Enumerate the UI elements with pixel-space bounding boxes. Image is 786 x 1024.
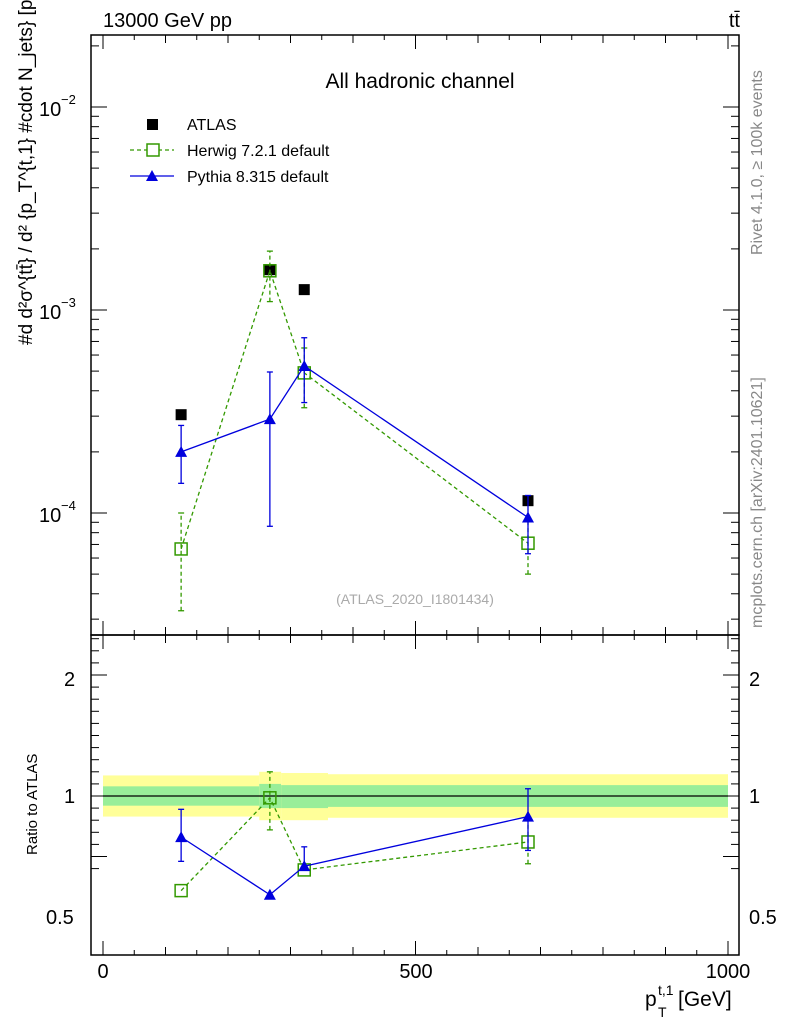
ratio-point-pythia-3 <box>522 810 534 822</box>
xtick-0: 0 <box>97 961 108 983</box>
svg-text:10: 10 <box>39 302 61 324</box>
main-ytick-1e-2: 10 −2 <box>39 92 76 121</box>
main-line-herwig <box>180 268 529 550</box>
ratio-ytick-right-1: 1 <box>749 786 760 808</box>
energy-label: 13000 GeV pp <box>103 10 232 32</box>
svg-text:−2: −2 <box>61 92 76 107</box>
ratio-band-inner-2 <box>281 785 328 809</box>
ratio-ytick-right-2: 2 <box>749 669 760 691</box>
main-point-pythia-3 <box>522 511 534 523</box>
ratio-ytick-left-1: 1 <box>64 786 75 808</box>
process-label: tt̄ <box>729 10 741 32</box>
ratio-line-herwig <box>180 796 529 892</box>
svg-text:−3: −3 <box>61 295 76 310</box>
ratio-line-pythia <box>180 815 529 896</box>
main-line-pythia <box>180 365 529 519</box>
ratio-ylabel: Ratio to ATLAS <box>24 754 41 855</box>
main-point-pythia-2 <box>298 359 311 371</box>
svg-text:p: p <box>645 988 657 1011</box>
main-point-atlas-0 <box>175 409 187 421</box>
main-ylabel: #d d²σ^{tt̄} / d² {p_T^{t,1} #cdot N_jet… <box>16 0 37 345</box>
main-ytick-1e-3: 10 −3 <box>39 295 76 324</box>
svg-text:Herwig 7.2.1 default: Herwig 7.2.1 default <box>187 143 330 160</box>
svg-text:T: T <box>658 1004 667 1020</box>
ratio-point-herwig-0 <box>174 883 188 898</box>
ratio-point-herwig-1 <box>263 791 277 805</box>
svg-text:10: 10 <box>39 99 61 121</box>
ratio-point-pythia-0 <box>175 831 188 843</box>
svg-text:t,1: t,1 <box>658 982 674 998</box>
legend-pythia: Pythia 8.315 default <box>130 169 329 186</box>
ratio-axis-ticks <box>91 635 739 955</box>
source-label: mcplots.cern.ch [arXiv:2401.10621] <box>749 377 766 628</box>
main-ytick-1e-4: 10 −4 <box>39 498 76 527</box>
main-point-herwig-0 <box>174 542 188 556</box>
legend: ATLAS Herwig 7.2.1 default Pythia 8.315 … <box>130 117 330 186</box>
svg-text:Pythia 8.315 default: Pythia 8.315 default <box>187 169 329 186</box>
main-point-pythia-0 <box>175 445 188 457</box>
legend-herwig: Herwig 7.2.1 default <box>130 143 330 160</box>
main-point-herwig-1 <box>263 264 277 278</box>
xtick-1000: 1000 <box>706 961 751 983</box>
main-data-marks <box>174 250 535 612</box>
svg-text:ATLAS: ATLAS <box>187 117 237 134</box>
svg-text:−4: −4 <box>61 498 76 513</box>
ratio-ytick-right-0.5: 0.5 <box>749 907 777 929</box>
rivet-label: Rivet 4.1.0, ≥ 100k events <box>749 70 766 255</box>
ratio-ytick-left-2: 2 <box>64 669 75 691</box>
svg-text:[GeV]: [GeV] <box>678 988 732 1011</box>
ratio-point-pythia-2 <box>298 860 311 872</box>
ratio-data-marks <box>174 771 535 900</box>
svg-text:10: 10 <box>39 505 61 527</box>
xtick-500: 500 <box>399 961 432 983</box>
legend-atlas: ATLAS <box>147 117 237 134</box>
main-axis-ticks <box>91 35 739 635</box>
main-point-atlas-2 <box>298 284 310 296</box>
ratio-point-pythia-1 <box>263 888 276 900</box>
main-point-pythia-1 <box>263 413 276 425</box>
xlabel: p T t,1 [GeV] <box>645 982 732 1020</box>
analysis-tag: (ATLAS_2020_I1801434) <box>336 591 494 607</box>
ratio-uncertainty-bands <box>103 771 728 821</box>
ratio-ytick-left-0.5: 0.5 <box>46 907 74 929</box>
chart-title: All hadronic channel <box>325 70 514 93</box>
